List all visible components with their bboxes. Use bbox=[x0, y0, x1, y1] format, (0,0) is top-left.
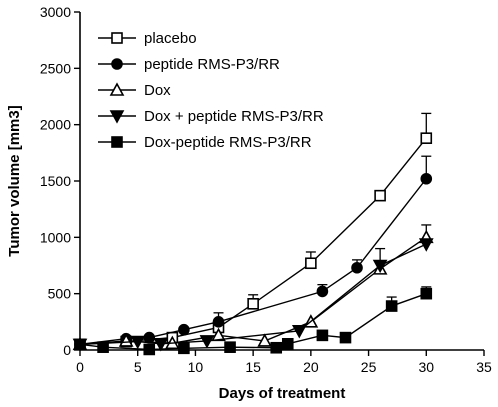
legend-label: peptide RMS-P3/RR bbox=[144, 56, 280, 73]
data-point bbox=[385, 300, 398, 312]
data-point bbox=[224, 341, 236, 353]
data-point bbox=[291, 325, 307, 339]
series-line bbox=[79, 137, 427, 346]
legend-marker bbox=[111, 136, 123, 148]
data-point bbox=[270, 341, 283, 354]
data-point bbox=[420, 172, 433, 185]
data-point bbox=[281, 338, 294, 350]
y-tick-label: 0 bbox=[63, 342, 71, 358]
data-point bbox=[351, 261, 363, 274]
data-point bbox=[418, 238, 434, 252]
data-point bbox=[118, 333, 134, 347]
data-point bbox=[257, 333, 273, 347]
y-tick-label: 3000 bbox=[40, 4, 71, 20]
x-tick-label: 15 bbox=[245, 359, 261, 375]
series-2 bbox=[72, 224, 434, 351]
legend-marker bbox=[109, 110, 125, 124]
data-point bbox=[178, 342, 190, 355]
y-tick-label: 1000 bbox=[40, 229, 71, 245]
data-point bbox=[420, 287, 433, 300]
y-tick-label: 2000 bbox=[40, 117, 71, 133]
data-point bbox=[143, 343, 156, 356]
data-point bbox=[74, 338, 86, 351]
legend: placebo peptide RMS-P3/RR Dox Dox + peptide… bbox=[98, 30, 324, 151]
legend-item-0: placebo bbox=[98, 30, 197, 47]
data-point bbox=[420, 132, 433, 144]
x-axis-title: Days of treatment bbox=[219, 385, 346, 402]
data-point bbox=[339, 331, 352, 344]
data-point bbox=[372, 259, 388, 274]
data-point bbox=[374, 189, 386, 202]
y-tick-label: 500 bbox=[48, 286, 72, 302]
x-tick-label: 5 bbox=[134, 359, 142, 375]
x-tick-label: 0 bbox=[76, 359, 84, 375]
legend-label: placebo bbox=[144, 30, 197, 47]
data-point bbox=[316, 329, 329, 342]
data-point bbox=[97, 341, 109, 353]
x-tick-label: 25 bbox=[361, 359, 377, 375]
legend-item-2: Dox bbox=[98, 82, 171, 99]
ticks: 0 5 10 15 20 25 30 35 0 500 1000 1500 2000 2500 3000 bbox=[40, 4, 492, 375]
data-point bbox=[212, 316, 225, 328]
y-axis-title: Tumor volume [mm3] bbox=[6, 105, 23, 256]
data-point bbox=[143, 331, 156, 344]
series-line bbox=[79, 236, 427, 346]
data-point bbox=[247, 298, 259, 310]
legend-label: Dox-peptide RMS-P3/RR bbox=[144, 134, 312, 151]
data-point bbox=[178, 323, 190, 336]
series-1 bbox=[74, 155, 433, 351]
legend-marker bbox=[109, 82, 125, 96]
legend-label: Dox + peptide RMS-P3/RR bbox=[144, 108, 324, 125]
data-point bbox=[305, 257, 317, 270]
x-tick-label: 20 bbox=[303, 359, 319, 375]
data-point bbox=[316, 285, 329, 298]
legend-item-1: peptide RMS-P3/RR bbox=[98, 56, 280, 73]
x-tick-label: 35 bbox=[476, 359, 492, 375]
y-tick-label: 2500 bbox=[40, 60, 71, 76]
plot-area bbox=[72, 112, 434, 356]
legend-item-3: Dox + peptide RMS-P3/RR bbox=[98, 108, 324, 125]
legend-label: Dox bbox=[144, 82, 171, 99]
data-point bbox=[153, 338, 169, 352]
x-tick-label: 10 bbox=[188, 359, 204, 375]
legend-marker bbox=[111, 32, 123, 44]
data-point bbox=[199, 335, 215, 349]
x-tick-label: 30 bbox=[418, 359, 434, 375]
series-4 bbox=[74, 286, 433, 356]
legend-marker bbox=[111, 58, 123, 70]
y-tick-label: 1500 bbox=[40, 173, 71, 189]
data-point bbox=[130, 335, 146, 350]
legend-item-4: Dox-peptide RMS-P3/RR bbox=[98, 134, 312, 151]
